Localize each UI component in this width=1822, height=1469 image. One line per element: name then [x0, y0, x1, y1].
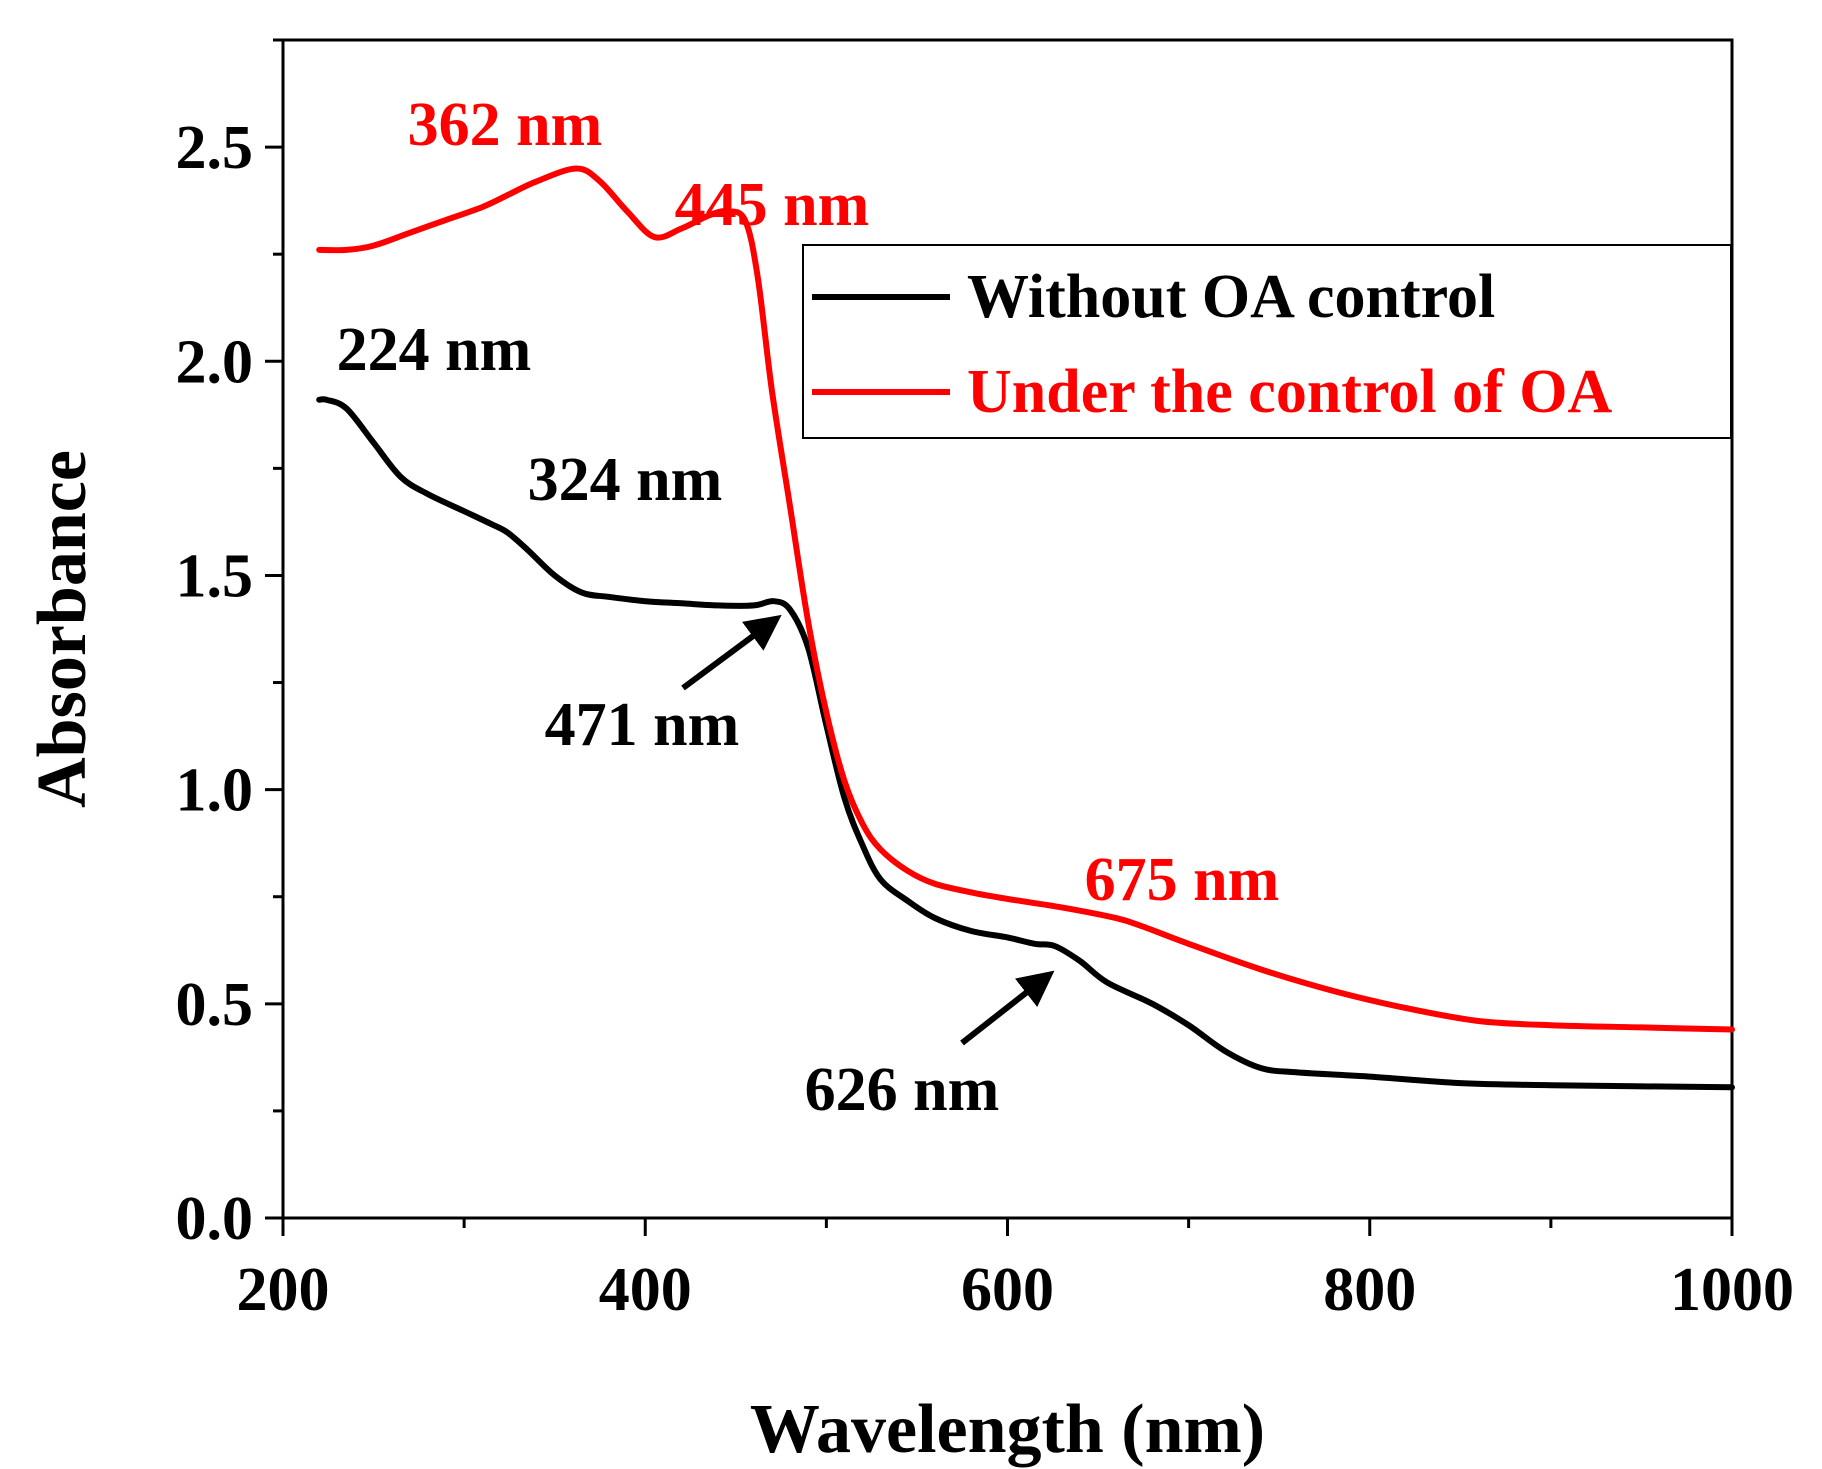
- legend-label: Without OA control: [967, 263, 1495, 331]
- y-tick-label: 1.5: [176, 542, 254, 610]
- y-tick-label: 2.0: [176, 328, 254, 396]
- annotations: 362 nm 445 nm 675 nm 224 nm 324 nm 471 nm 626 …: [337, 91, 1280, 1124]
- x-tick-label: 600: [961, 1256, 1054, 1324]
- x-axis-title: Wavelength (nm): [750, 1391, 1265, 1468]
- series-line-without-oa: [316, 396, 1735, 1091]
- y-tick-label: 2.5: [176, 114, 254, 182]
- x-tick-label: 400: [599, 1256, 692, 1324]
- peak-label: 445 nm: [675, 171, 870, 239]
- axes: 200 400 600 800 1000 0.0 0.5 1.0 1.5 2.0 2.5 Wavele…: [24, 38, 1794, 1468]
- legend: Without OA control Under the control of O…: [802, 244, 1732, 439]
- series-layer: [316, 165, 1735, 1091]
- arrow-471: [681, 614, 782, 691]
- legend-box: [802, 244, 1732, 439]
- series-line-with-oa: [316, 165, 1735, 1033]
- peak-label: 626 nm: [805, 1056, 1000, 1124]
- y-tick-label: 1.0: [176, 757, 254, 825]
- peak-label: 675 nm: [1085, 846, 1280, 914]
- plot-frame: [281, 38, 1734, 1220]
- x-tick-label: 800: [1323, 1256, 1416, 1324]
- y-tick-label: 0.5: [176, 971, 254, 1039]
- arrow-626: [960, 970, 1055, 1046]
- peak-label: 362 nm: [408, 91, 603, 159]
- peak-label: 324 nm: [528, 446, 723, 514]
- x-tick-label: 200: [237, 1256, 330, 1324]
- x-tick-label: 1000: [1670, 1256, 1794, 1324]
- peak-label: 471 nm: [545, 691, 740, 759]
- y-axis-title: Absorbance: [24, 450, 101, 808]
- legend-label: Under the control of OA: [967, 358, 1612, 426]
- peak-label: 224 nm: [337, 316, 532, 384]
- y-tick-label: 0.0: [176, 1185, 254, 1253]
